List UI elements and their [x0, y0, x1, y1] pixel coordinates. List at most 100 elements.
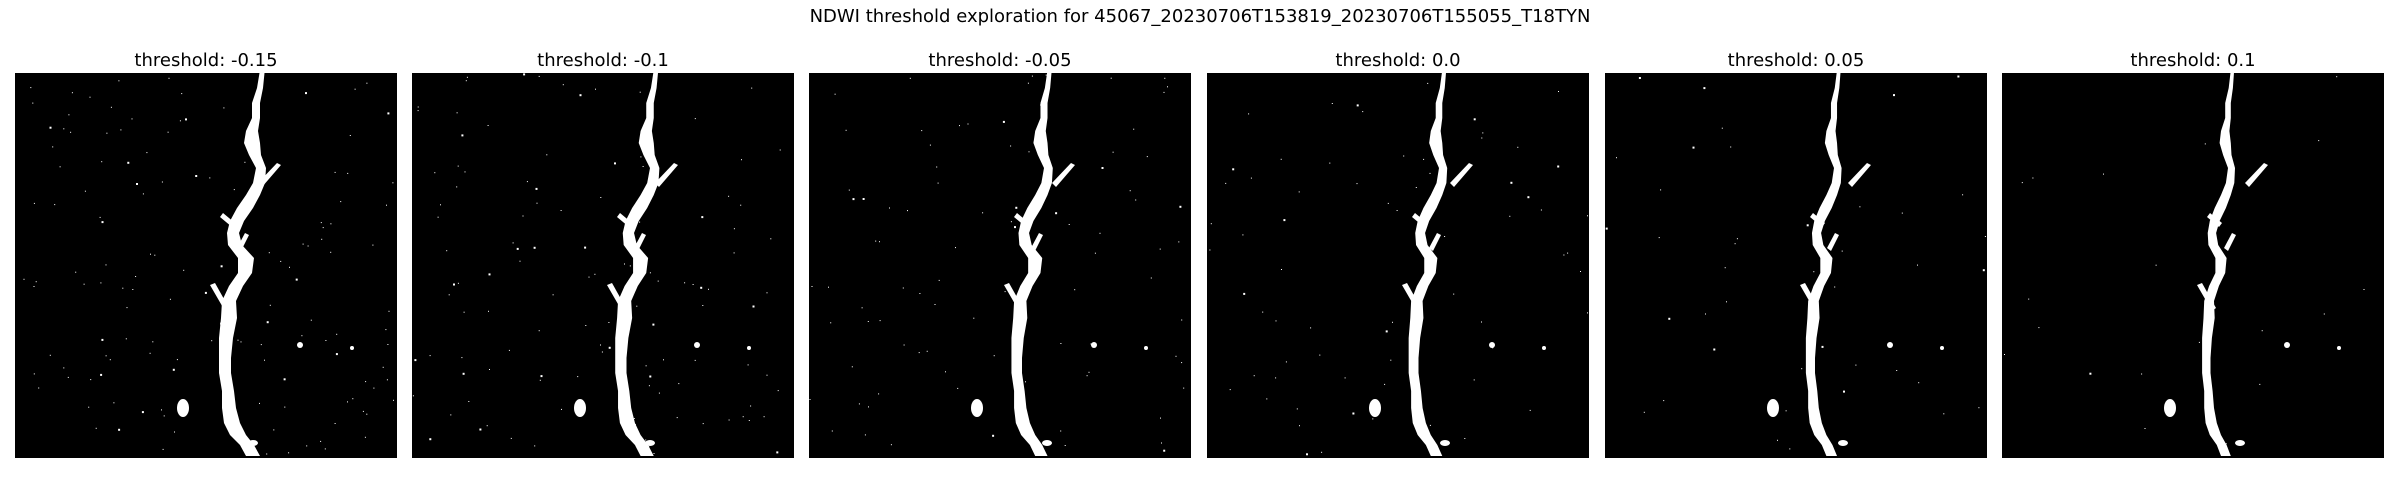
noise-speckle: [1541, 210, 1542, 211]
noise-speckle: [2226, 443, 2227, 444]
noise-speckle: [1005, 291, 1006, 292]
noise-speckle: [1178, 241, 1179, 242]
noise-speckle: [440, 204, 441, 205]
noise-speckle: [910, 78, 911, 79]
noise-speckle: [1558, 91, 1559, 92]
noise-speckle: [1644, 412, 1645, 413]
noise-speckle: [296, 279, 298, 281]
pond-water: [2284, 342, 2290, 348]
noise-speckle: [1025, 381, 1026, 382]
noise-speckle: [320, 441, 321, 442]
noise-speckle: [1232, 168, 1234, 170]
noise-speckle: [1837, 159, 1839, 161]
noise-speckle: [553, 294, 554, 295]
noise-speckle: [1474, 379, 1475, 380]
noise-speckle: [135, 276, 136, 277]
noise-speckle: [1251, 178, 1252, 179]
noise-speckle: [734, 228, 735, 229]
noise-speckle: [2028, 299, 2029, 300]
noise-speckle: [880, 320, 881, 321]
noise-speckle: [594, 274, 595, 275]
noise-speckle: [100, 374, 102, 376]
noise-speckle: [1181, 362, 1182, 363]
noise-speckle: [106, 355, 107, 356]
noise-speckle: [355, 89, 356, 90]
noise-speckle: [1943, 413, 1944, 414]
noise-speckle: [563, 84, 564, 85]
pond-water: [1369, 399, 1381, 417]
noise-speckle: [780, 150, 781, 151]
noise-speckle: [764, 416, 765, 417]
noise-speckle: [150, 254, 151, 255]
noise-speckle: [1011, 221, 1012, 222]
noise-speckle: [101, 339, 103, 341]
noise-speckle: [2089, 373, 2091, 375]
noise-speckle: [136, 183, 138, 185]
noise-speckle: [270, 305, 271, 306]
noise-speckle: [1306, 453, 1308, 455]
noise-speckle: [1527, 196, 1529, 198]
noise-speckle: [100, 282, 101, 283]
noise-speckle: [350, 135, 351, 136]
noise-speckle: [2318, 140, 2319, 141]
noise-speckle: [1074, 289, 1075, 290]
noise-speckle: [1985, 236, 1986, 237]
noise-speckle: [1010, 146, 1011, 147]
noise-speckle: [1386, 330, 1388, 332]
noise-speckle: [540, 380, 541, 381]
noise-speckle: [608, 322, 609, 323]
noise-speckle: [930, 145, 931, 146]
noise-speckle: [234, 189, 235, 190]
ndwi-mask-panel-2: [412, 73, 794, 458]
noise-speckle: [1801, 368, 1802, 369]
noise-speckle: [749, 420, 750, 421]
noise-speckle: [2103, 174, 2104, 175]
noise-speckle: [659, 393, 660, 394]
noise-speckle: [1283, 219, 1285, 221]
noise-speckle: [464, 312, 465, 313]
noise-speckle: [453, 284, 455, 286]
noise-speckle: [240, 213, 241, 214]
pond-water: [1940, 346, 1944, 350]
noise-speckle: [945, 371, 946, 372]
pond-water: [1091, 342, 1097, 348]
noise-speckle: [767, 375, 768, 376]
noise-speckle: [577, 376, 578, 377]
noise-speckle: [1430, 173, 1431, 174]
noise-speckle: [921, 130, 922, 131]
noise-speckle: [122, 288, 123, 289]
water-mask-image: [412, 73, 794, 458]
noise-speckle: [832, 431, 833, 432]
noise-speckle: [748, 364, 749, 365]
noise-speckle: [1176, 356, 1177, 357]
noise-speckle: [1372, 418, 1373, 419]
noise-speckle: [261, 344, 262, 345]
noise-speckle: [2145, 428, 2146, 429]
noise-speckle: [169, 78, 170, 79]
noise-speckle: [1481, 138, 1482, 139]
noise-speckle: [1397, 210, 1398, 211]
noise-speckle: [150, 353, 151, 354]
noise-speckle: [1345, 377, 1346, 378]
noise-speckle: [1453, 294, 1454, 295]
noise-speckle: [36, 281, 37, 282]
noise-speckle: [311, 320, 312, 321]
noise-speckle: [828, 287, 829, 288]
pond-water: [1042, 440, 1052, 446]
noise-speckle: [750, 406, 751, 407]
ndwi-mask-panel-1: [15, 73, 397, 458]
noise-speckle: [418, 110, 419, 111]
noise-speckle: [1034, 142, 1035, 143]
noise-speckle: [280, 261, 281, 262]
noise-speckle: [1659, 237, 1660, 238]
noise-speckle: [185, 118, 187, 120]
noise-speckle: [1668, 318, 1670, 320]
noise-speckle: [111, 107, 112, 108]
noise-speckle: [264, 360, 265, 361]
noise-speckle: [284, 378, 286, 380]
noise-speckle: [1660, 189, 1661, 190]
noise-speckle: [220, 323, 222, 325]
noise-speckle: [1983, 269, 1985, 271]
noise-speckle: [935, 304, 936, 305]
noise-speckle: [180, 120, 181, 121]
